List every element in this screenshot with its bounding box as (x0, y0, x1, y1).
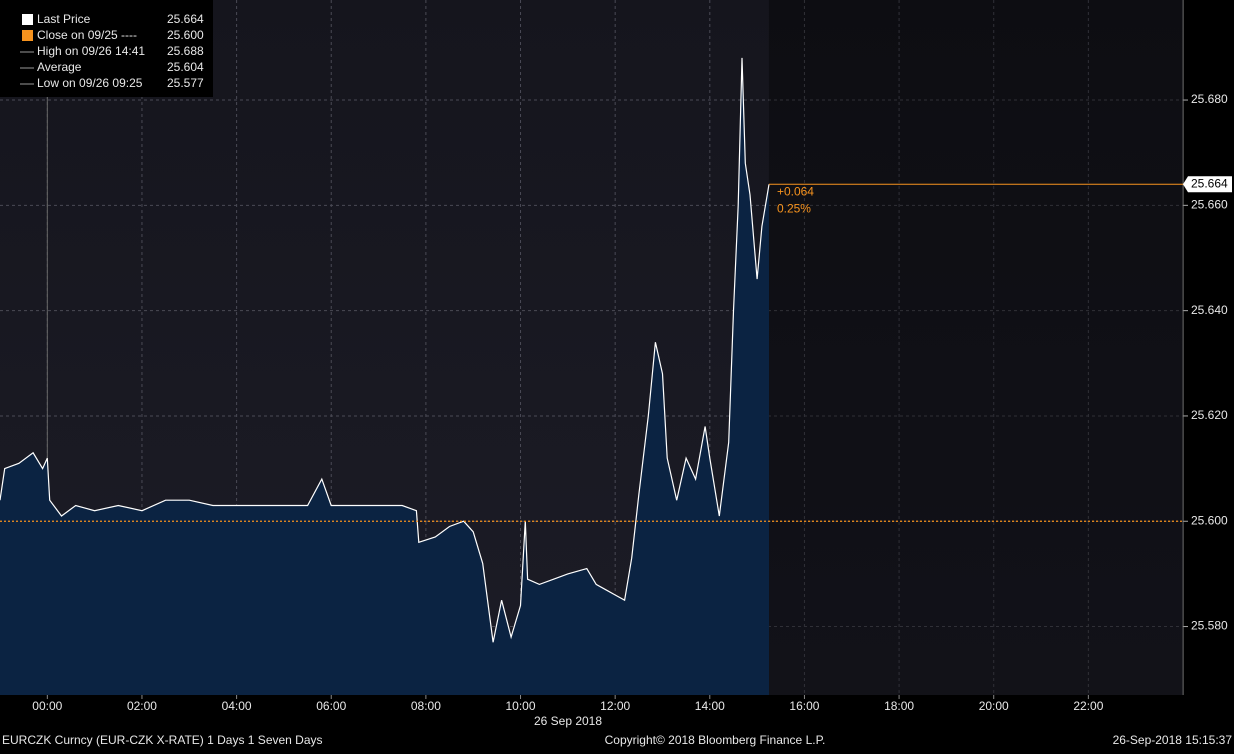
x-tick-label: 12:00 (600, 699, 630, 713)
legend-value: 25.577 (167, 76, 204, 90)
legend-label: Close on 09/25 ---- (37, 28, 137, 42)
x-tick-label: 10:00 (506, 699, 536, 713)
x-axis-label: 26 Sep 2018 (534, 714, 602, 728)
x-tick-label: 04:00 (222, 699, 252, 713)
footer-left: EURCZK Curncy (EUR-CZK X-RATE) 1 Days 1 … (2, 733, 323, 747)
legend-label: High on 09/26 14:41 (37, 44, 145, 58)
x-tick-label: 02:00 (127, 699, 157, 713)
x-tick-label: 08:00 (411, 699, 441, 713)
y-tick-label: 25.660 (1191, 198, 1228, 212)
footer-center: Copyright© 2018 Bloomberg Finance L.P. (605, 733, 826, 747)
legend-label: Last Price (37, 12, 91, 26)
y-tick-label: 25.600 (1191, 513, 1228, 527)
x-tick-label: 14:00 (695, 699, 725, 713)
legend-value: 25.664 (167, 12, 204, 26)
legend-label: Average (37, 60, 82, 74)
last-price-tag-bg (1183, 176, 1232, 193)
x-tick-label: 00:00 (32, 699, 62, 713)
legend-swatch (22, 14, 33, 25)
legend-box (0, 0, 213, 97)
change-label: +0.064 (777, 184, 814, 198)
legend-value: 25.600 (167, 28, 204, 42)
legend-swatch (22, 30, 33, 41)
legend-value: 25.688 (167, 44, 204, 58)
area-fill (0, 57, 769, 695)
y-tick-label: 25.680 (1191, 92, 1228, 106)
y-tick-label: 25.620 (1191, 408, 1228, 422)
legend-value: 25.604 (167, 60, 204, 74)
footer-right: 26-Sep-2018 15:15:37 (1113, 733, 1233, 747)
x-tick-label: 20:00 (979, 699, 1009, 713)
x-tick-label: 22:00 (1073, 699, 1103, 713)
last-price-tag: 25.664 (1191, 176, 1228, 190)
y-tick-label: 25.580 (1191, 619, 1228, 633)
price-line (0, 57, 770, 643)
x-tick-label: 18:00 (884, 699, 914, 713)
future-shade (768, 0, 1183, 695)
x-tick-label: 06:00 (316, 699, 346, 713)
x-tick-label: 16:00 (789, 699, 819, 713)
legend-label: Low on 09/26 09:25 (37, 76, 143, 90)
y-tick-label: 25.640 (1191, 303, 1228, 317)
change-pct-label: 0.25% (777, 201, 811, 215)
